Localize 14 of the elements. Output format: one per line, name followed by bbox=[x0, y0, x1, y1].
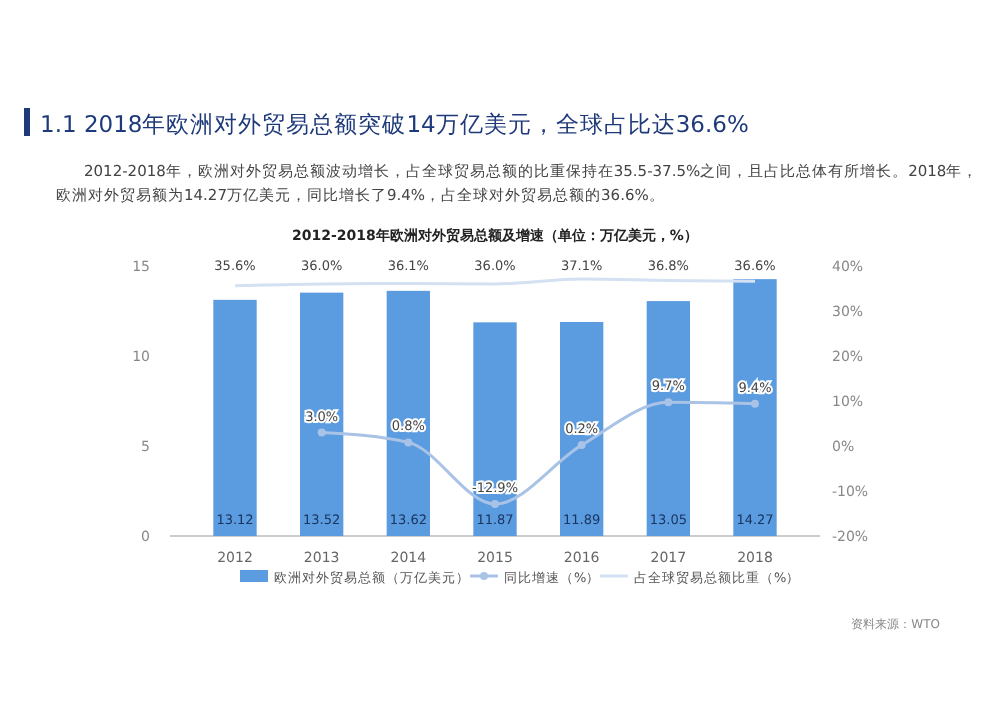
bar bbox=[646, 301, 690, 536]
point bbox=[317, 428, 326, 437]
chart-title: 1.1 2018年欧洲对外贸易总额突破14万亿美元，全球占比达36.6% bbox=[40, 110, 749, 138]
point bbox=[664, 398, 673, 407]
bar bbox=[213, 299, 257, 536]
bar bbox=[473, 322, 517, 536]
bar bbox=[386, 290, 430, 536]
point bbox=[491, 500, 499, 509]
bar bbox=[560, 321, 604, 536]
point bbox=[751, 399, 759, 408]
bar bbox=[300, 292, 344, 536]
point bbox=[577, 441, 586, 450]
point bbox=[404, 438, 413, 447]
bar bbox=[733, 279, 777, 536]
